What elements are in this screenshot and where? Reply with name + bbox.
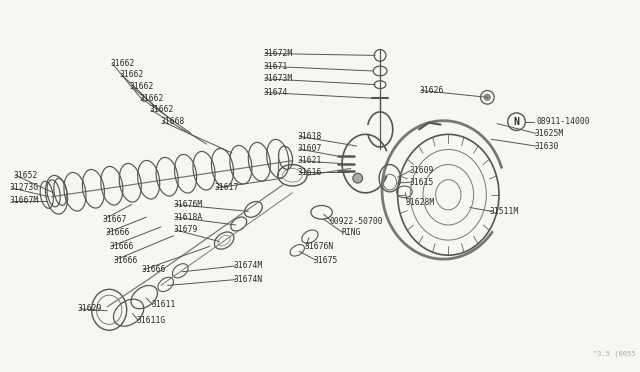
Text: 31662: 31662 bbox=[110, 59, 134, 68]
Text: 31616: 31616 bbox=[297, 168, 322, 177]
Text: 31273G: 31273G bbox=[10, 183, 39, 192]
Text: 31675: 31675 bbox=[314, 256, 338, 264]
Text: 31609: 31609 bbox=[410, 166, 434, 175]
Text: 31615: 31615 bbox=[410, 177, 434, 187]
Text: 31662: 31662 bbox=[130, 82, 154, 91]
Text: 31666: 31666 bbox=[109, 242, 134, 251]
Text: 31666: 31666 bbox=[141, 265, 166, 274]
Circle shape bbox=[484, 94, 490, 100]
Text: 31674M: 31674M bbox=[234, 262, 263, 270]
Text: 31674: 31674 bbox=[263, 88, 287, 97]
Text: 31668: 31668 bbox=[161, 117, 185, 126]
Text: 31674N: 31674N bbox=[234, 275, 263, 284]
Text: 31679: 31679 bbox=[173, 225, 198, 234]
Text: 31626: 31626 bbox=[419, 86, 444, 95]
Text: 31611: 31611 bbox=[151, 301, 175, 310]
Text: 31676N: 31676N bbox=[304, 242, 333, 251]
Text: 31667: 31667 bbox=[102, 215, 127, 224]
Text: 31662: 31662 bbox=[149, 106, 173, 115]
Text: 31621: 31621 bbox=[297, 156, 322, 165]
Text: 31618A: 31618A bbox=[173, 213, 203, 222]
Text: N: N bbox=[513, 117, 520, 127]
Text: 31676M: 31676M bbox=[173, 200, 203, 209]
Text: 31672M: 31672M bbox=[263, 49, 292, 58]
Text: 31662: 31662 bbox=[120, 70, 144, 79]
Circle shape bbox=[353, 173, 362, 183]
Text: ^3.5 (0055: ^3.5 (0055 bbox=[593, 350, 635, 357]
Text: 08911-14000: 08911-14000 bbox=[536, 117, 589, 126]
Text: 31666: 31666 bbox=[105, 228, 130, 237]
Text: 31673M: 31673M bbox=[263, 74, 292, 83]
Text: 31511M: 31511M bbox=[489, 207, 518, 216]
Text: 31666: 31666 bbox=[113, 256, 138, 264]
Text: 31671: 31671 bbox=[263, 62, 287, 71]
Text: RING: RING bbox=[341, 228, 360, 237]
Text: 31625M: 31625M bbox=[534, 129, 563, 138]
Text: 31630: 31630 bbox=[534, 141, 559, 151]
Text: 31629: 31629 bbox=[78, 304, 102, 313]
Text: 31667M: 31667M bbox=[10, 196, 39, 205]
Text: 31617: 31617 bbox=[214, 183, 239, 192]
Text: 00922-50700: 00922-50700 bbox=[330, 217, 383, 225]
Text: 31607: 31607 bbox=[297, 144, 322, 154]
Text: 31618: 31618 bbox=[297, 132, 322, 141]
Text: 31611G: 31611G bbox=[136, 316, 166, 325]
Text: 31652: 31652 bbox=[13, 171, 38, 180]
Text: 31628M: 31628M bbox=[405, 198, 435, 207]
Text: 31662: 31662 bbox=[140, 94, 164, 103]
